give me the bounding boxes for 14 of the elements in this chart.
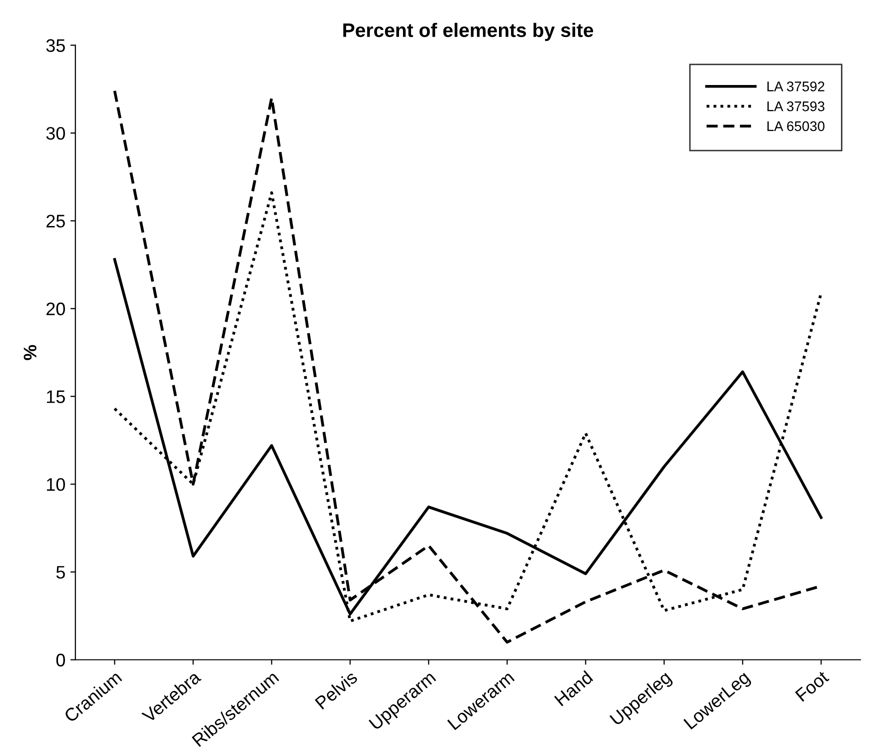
y-axis-title: % — [24, 344, 36, 360]
y-tick-label: 20 — [46, 302, 65, 316]
y-tick-label: 35 — [46, 39, 65, 52]
legend-label: LA 37592 — [767, 82, 824, 92]
legend-label: LA 65030 — [767, 121, 824, 132]
x-tick-label: Foot — [795, 670, 830, 702]
y-tick-label: 15 — [46, 390, 65, 404]
legend-label: LA 37593 — [767, 101, 824, 112]
chart-title: Percent of elements by site — [343, 22, 594, 41]
y-tick-label: 0 — [56, 654, 65, 666]
y-tick-label: 5 — [56, 566, 65, 579]
y-tick-label: 10 — [46, 478, 65, 491]
y-tick-label: 25 — [46, 214, 65, 228]
y-tick-label: 30 — [46, 126, 65, 140]
